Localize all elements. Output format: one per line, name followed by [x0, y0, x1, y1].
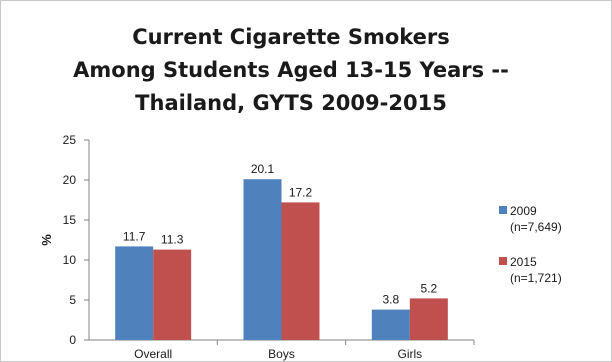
legend-swatch-2015 — [499, 257, 507, 265]
bar-2015-overall — [153, 249, 192, 340]
y-tick-label: 25 — [63, 133, 77, 147]
bar-2009-overall — [115, 246, 154, 340]
y-tick-label: 10 — [63, 253, 77, 267]
data-label: 11.7 — [123, 229, 146, 243]
legend-label-2009: 2009 — [510, 204, 537, 218]
data-label: 3.8 — [382, 293, 399, 307]
data-label: 17.2 — [289, 185, 313, 199]
chart-title: Current Cigarette Smokers Among Students… — [61, 21, 521, 120]
chart-legend: 2009 (n=7,649) 2015 (n=1,721) — [499, 204, 562, 285]
bar-2009-girls — [371, 309, 410, 340]
y-tick-label: 5 — [69, 293, 76, 307]
data-label: 5.2 — [420, 281, 437, 295]
legend-label-2015: 2015 — [510, 255, 537, 269]
chart-title-line-3: Thailand, GYTS 2009-2015 — [135, 91, 447, 115]
chart-title-line-2: Among Students Aged 13-15 Years -- — [73, 58, 509, 82]
chart-title-line-1: Current Cigarette Smokers — [132, 25, 450, 49]
y-tick-label: 15 — [63, 213, 77, 227]
bar-2015-girls — [409, 298, 448, 340]
x-tick-label: Overall — [134, 347, 172, 361]
x-tick-label: Girls — [397, 347, 422, 361]
y-axis-label: % — [39, 234, 54, 246]
x-tick-label: Boys — [268, 347, 295, 361]
y-tick-label: 20 — [63, 173, 77, 187]
legend-swatch-2009 — [499, 206, 507, 214]
bar-2009-boys — [243, 179, 282, 340]
chart-bars — [115, 179, 448, 340]
legend-note-2015: (n=1,721) — [510, 271, 562, 285]
data-label: 11.3 — [161, 233, 184, 247]
y-tick-label: 0 — [69, 333, 76, 347]
bar-2015-boys — [281, 202, 320, 340]
chart-data-labels: 11.7 11.3 20.1 17.2 3.8 5.2 — [123, 162, 438, 306]
legend-note-2009: (n=7,649) — [510, 220, 562, 234]
data-label: 20.1 — [251, 162, 275, 176]
